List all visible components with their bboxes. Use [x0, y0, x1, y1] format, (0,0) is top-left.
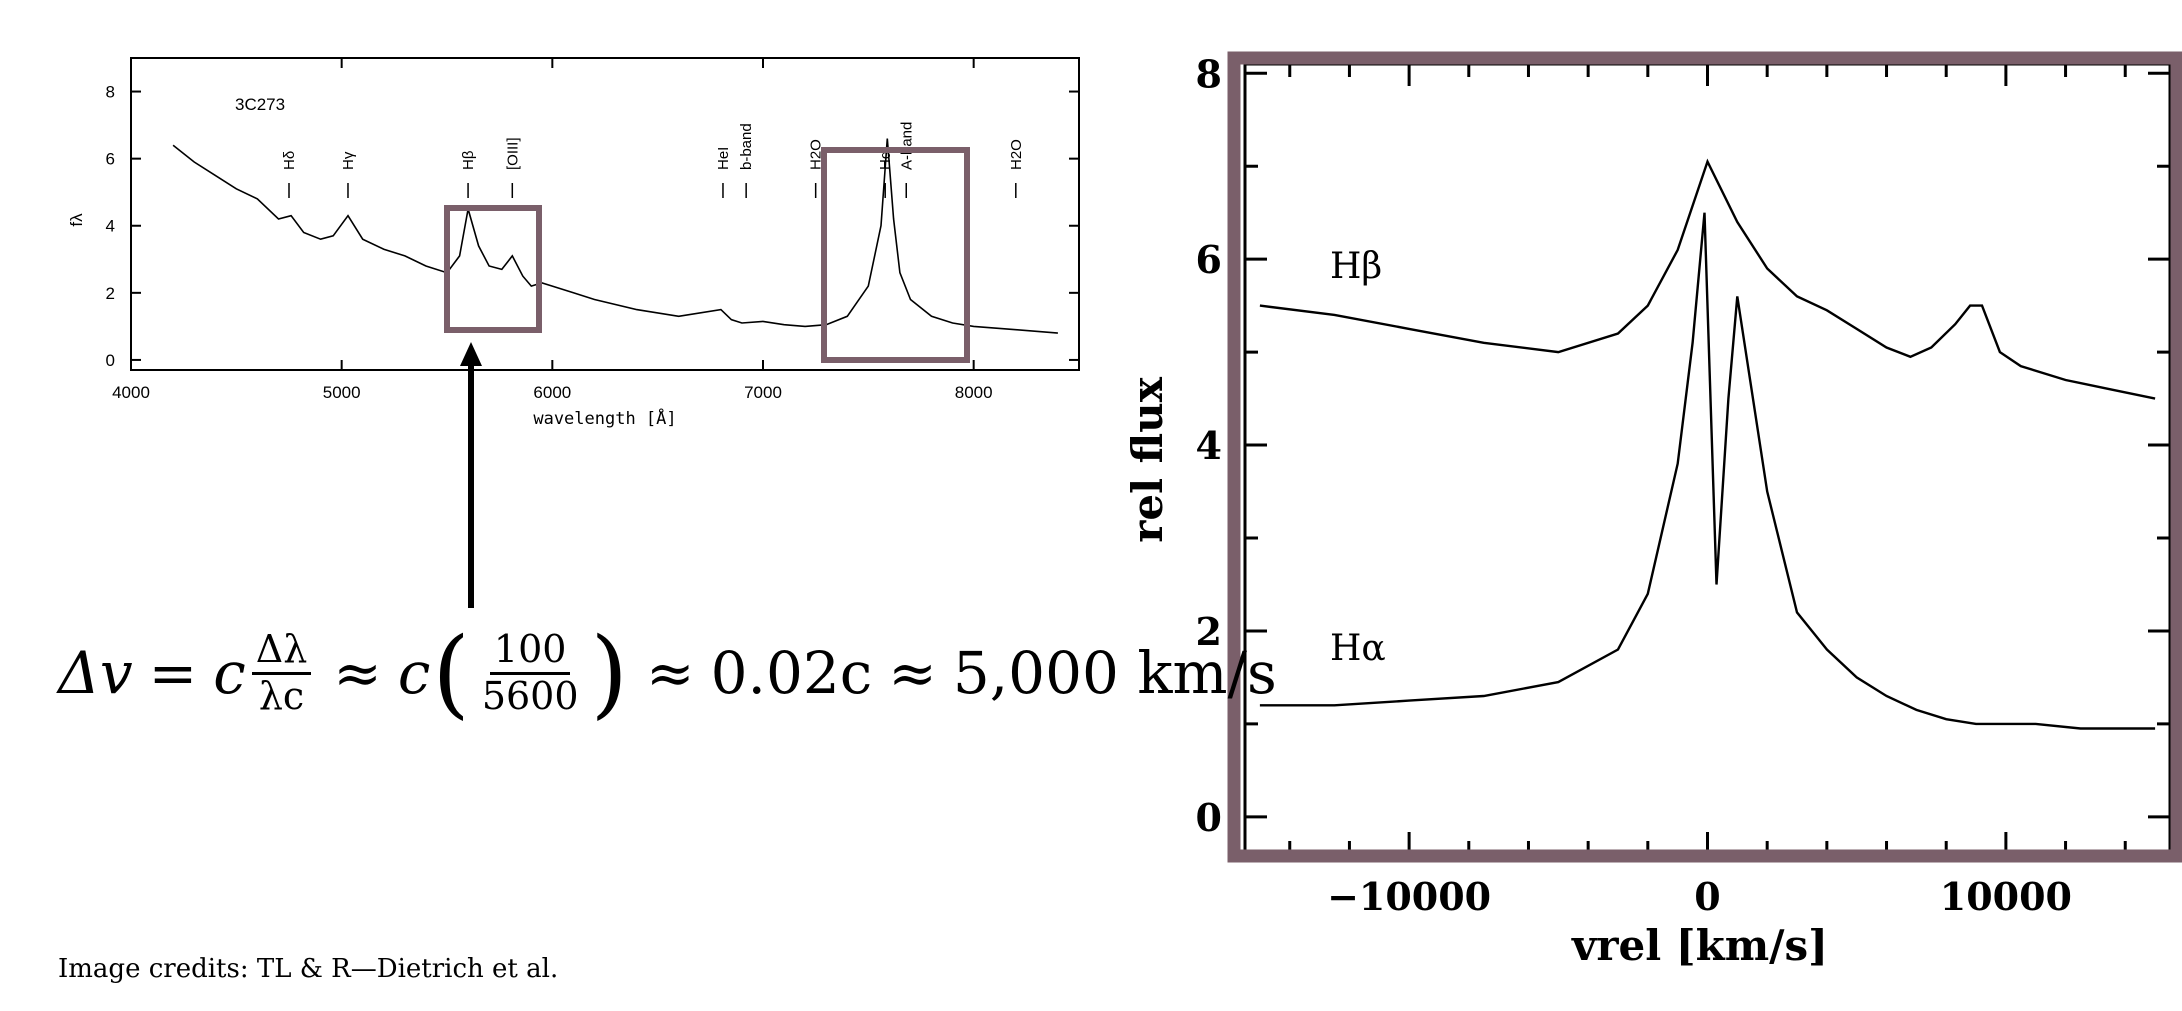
spectral-line-label: H2O	[808, 139, 825, 170]
spectrum-y-tick-label: 6	[106, 150, 115, 169]
spectrum-x-tick-label: 4000	[112, 383, 150, 402]
spectrum-y-tick-label: 8	[106, 83, 115, 102]
halpha-highlight-box	[821, 147, 970, 363]
spectrum-plot-frame	[130, 57, 1080, 371]
hbeta-line	[1259, 158, 2156, 400]
spectrum-chart: 4000 5000 6000 7000 8000 0 2 4 6 8 Hδ Hγ Hβ [OIII] He…	[67, 57, 1080, 608]
spectrum-x-tick-label: 7000	[744, 383, 782, 402]
equation-equals: =	[148, 639, 198, 707]
velocity-y-label: rel flux	[1123, 376, 1172, 542]
velocity-y-tick-label: 4	[1196, 423, 1222, 468]
spectral-line-label: H2O	[1008, 139, 1025, 170]
halpha-series-label: Hα	[1330, 628, 1386, 669]
equation-value-2: 5,000 km/s	[952, 639, 1277, 707]
spectral-line-label: [OIII]	[504, 137, 521, 170]
spectral-line-label: Hβ	[460, 150, 477, 170]
fraction-1-numerator: Δλ	[251, 629, 312, 675]
velocity-y-tick-label: 6	[1196, 237, 1222, 282]
hbeta-highlight-box	[444, 205, 542, 333]
equation-approx-3: ≈	[888, 639, 937, 707]
velocity-y-tick-label: 2	[1196, 609, 1222, 654]
velocity-y-tick-label: 0	[1196, 795, 1222, 840]
spectrum-line	[172, 138, 1058, 334]
equation-fraction-1: Δλ λc	[251, 629, 312, 718]
spectrum-x-tick-label: 5000	[323, 383, 361, 402]
spectral-line-label: Hγ	[340, 151, 357, 170]
equation-c: c	[213, 639, 246, 707]
velocity-x-tick-label: 10000	[1940, 874, 2072, 919]
velocity-y-tick-label: 8	[1196, 51, 1222, 96]
velocity-plot-frame	[1243, 62, 2172, 856]
spectrum-y-tick-label: 2	[106, 284, 115, 303]
spectral-line-label: HeI	[715, 147, 732, 170]
spectral-line-label: b-band	[738, 123, 755, 170]
fraction-2-denominator: 5600	[481, 673, 579, 718]
equation-value-1: 0.02c	[710, 639, 873, 707]
velocity-x-label: vrel [km/s]	[1571, 921, 1828, 970]
velocity-highlight-frame	[1227, 51, 2182, 863]
equation-fraction-2: 100 5600	[478, 629, 583, 718]
spectrum-x-tick-label: 8000	[955, 383, 993, 402]
equation-approx-2: ≈	[646, 639, 695, 707]
left-paren: (	[432, 617, 470, 729]
spectral-line-label: A-band	[898, 122, 915, 170]
spectrum-y-tick-label: 0	[106, 351, 115, 370]
image-credits: Image credits: TL & R—Dietrich et al.	[58, 954, 559, 984]
spectrum-x-label: wavelength [Å]	[533, 407, 676, 429]
spectrum-x-tick-label: 6000	[533, 383, 571, 402]
velocity-x-tick-label: −10000	[1327, 874, 1491, 919]
equation-c-2: c	[397, 639, 431, 707]
fraction-2-numerator: 100	[489, 629, 571, 675]
spectrum-y-tick-label: 4	[106, 217, 115, 236]
velocity-profile-chart: −10000 0 10000 0 2 4 6 8 Hβ Hα vrel [km/s] rel …	[1123, 51, 2182, 970]
velocity-x-tick-label: 0	[1694, 874, 1720, 919]
doppler-equation: Δv = c Δλ λc ≈ c ( 100 5600 ) ≈ 0.02c ≈ …	[58, 618, 1277, 728]
spectral-line-label: Hδ	[281, 151, 298, 170]
equation-approx-1: ≈	[333, 639, 382, 707]
halpha-line	[1259, 212, 2156, 730]
object-label: 3C273	[235, 95, 285, 114]
equation-delta-v: Δv	[58, 639, 133, 707]
fraction-1-denominator: λc	[258, 673, 305, 718]
right-paren: )	[590, 617, 628, 729]
hbeta-series-label: Hβ	[1330, 246, 1382, 287]
arrow-head	[460, 342, 482, 366]
spectrum-y-label: fλ	[67, 213, 86, 227]
